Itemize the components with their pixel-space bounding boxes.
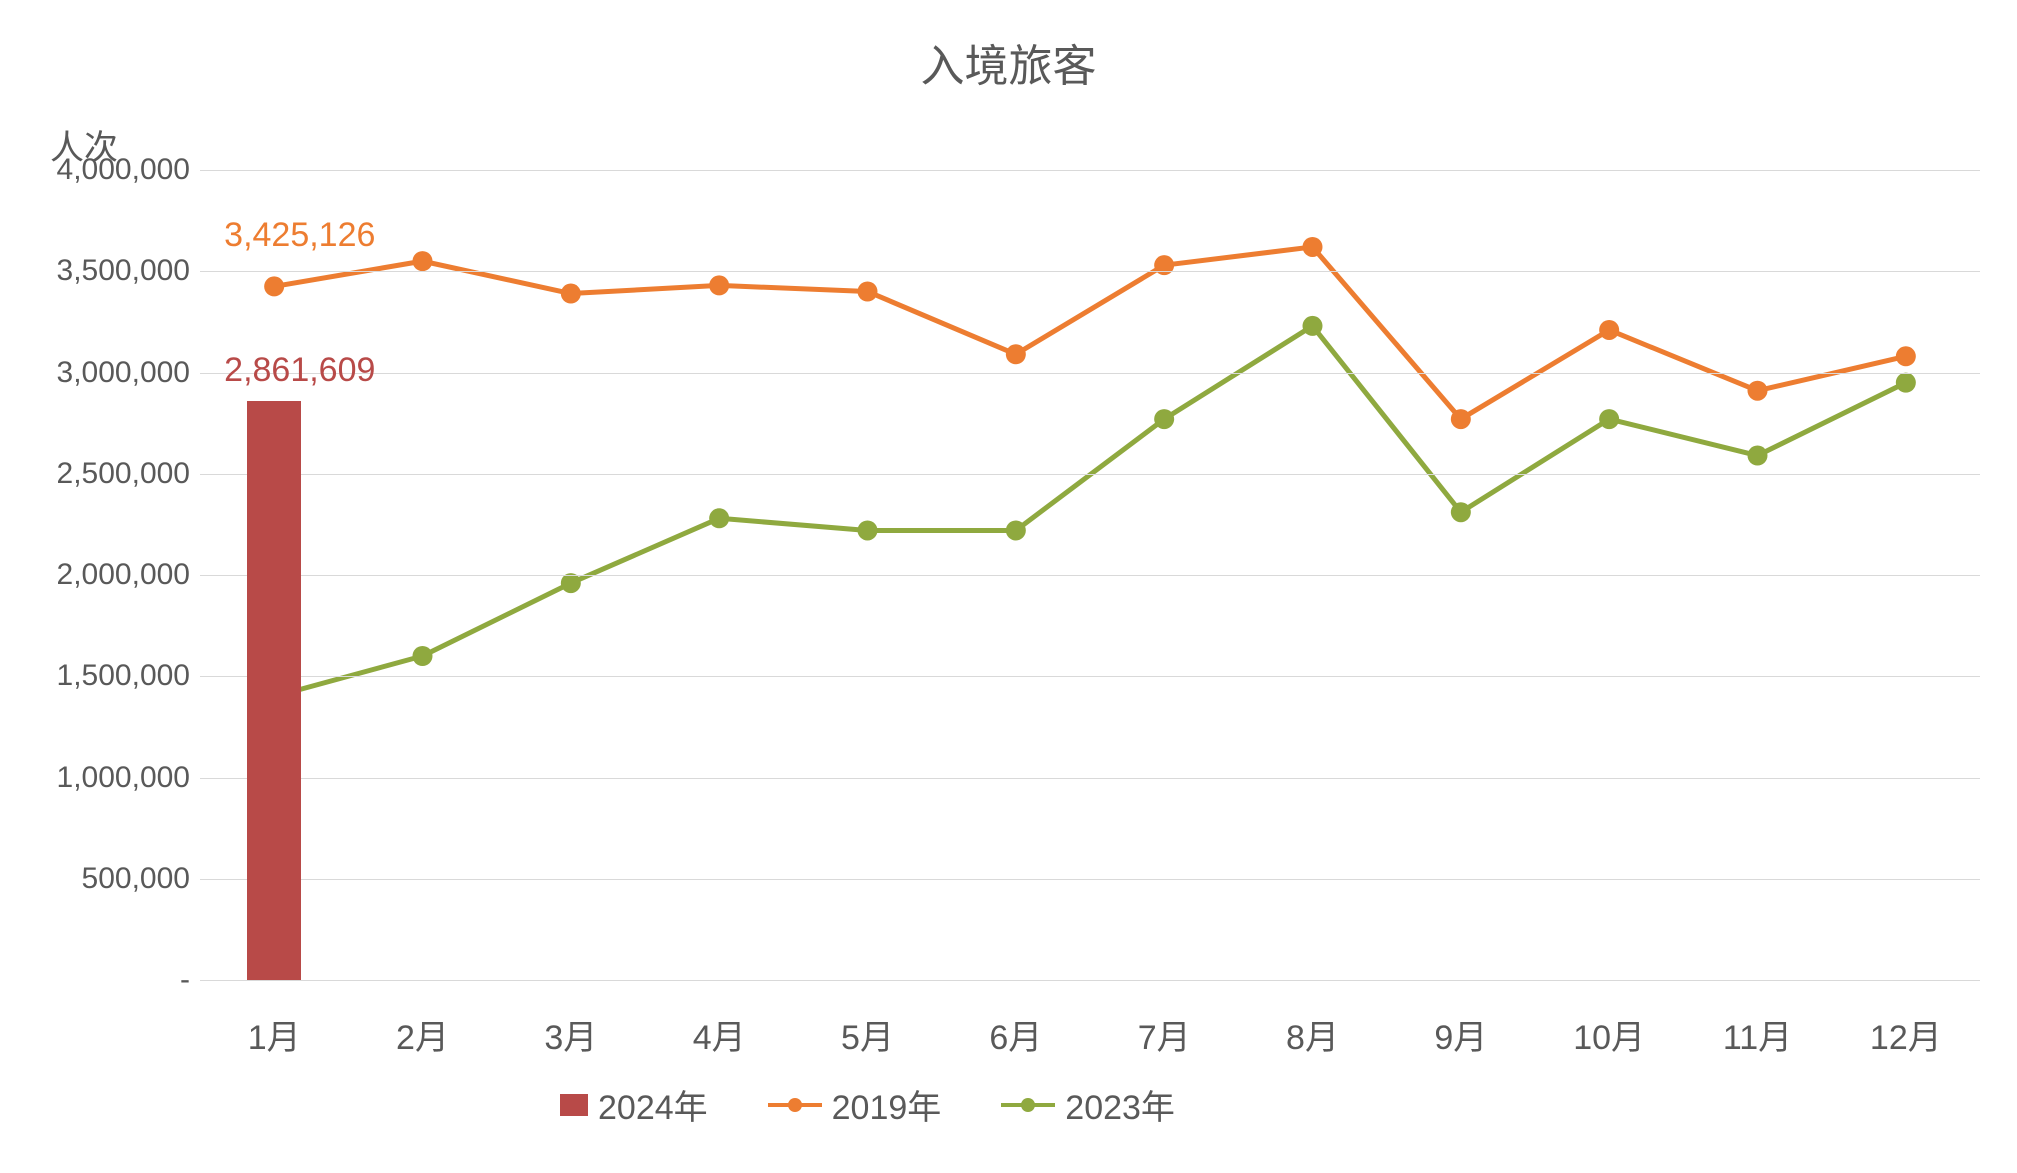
marker-2019: [1748, 381, 1768, 401]
legend-swatch: [1001, 1103, 1055, 1107]
x-tick-label: 10月: [1573, 1010, 1645, 1059]
x-tick-label: 3月: [544, 1010, 597, 1059]
x-tick-label: 6月: [989, 1010, 1042, 1059]
marker-2023: [1006, 520, 1026, 540]
marker-2019: [561, 284, 581, 304]
x-tick-label: 1月: [248, 1010, 301, 1059]
x-tick-label: 2月: [396, 1010, 449, 1059]
chart-container: 入境旅客 人次 2024年2019年2023年 -500,0001,000,00…: [0, 0, 2017, 1173]
marker-2023: [1303, 316, 1323, 336]
legend-label: 2023年: [1065, 1080, 1175, 1129]
x-tick-label: 12月: [1870, 1010, 1942, 1059]
marker-2023: [413, 646, 433, 666]
marker-2023: [1599, 409, 1619, 429]
marker-2023: [561, 573, 581, 593]
line-2023: [274, 326, 1906, 697]
marker-2023: [1748, 446, 1768, 466]
marker-2019: [413, 251, 433, 271]
gridline: [200, 271, 1980, 272]
marker-2019: [1006, 344, 1026, 364]
gridline: [200, 980, 1980, 981]
marker-2023: [1896, 373, 1916, 393]
gridline: [200, 170, 1980, 171]
x-tick-label: 7月: [1138, 1010, 1191, 1059]
gridline: [200, 474, 1980, 475]
marker-2019: [1896, 346, 1916, 366]
plot-area: [200, 170, 1980, 980]
legend-marker: [1021, 1098, 1035, 1112]
x-tick-label: 8月: [1286, 1010, 1339, 1059]
data-label: 2,861,609: [224, 351, 375, 390]
bar-2024: [247, 401, 300, 980]
legend-item-s2024: 2024年: [560, 1080, 708, 1129]
y-tick-label: 3,000,000: [20, 356, 190, 390]
y-tick-label: 1,500,000: [20, 659, 190, 693]
marker-2023: [709, 508, 729, 528]
legend-marker: [788, 1098, 802, 1112]
y-tick-label: 1,000,000: [20, 761, 190, 795]
y-tick-label: -: [20, 963, 190, 997]
gridline: [200, 676, 1980, 677]
gridline: [200, 778, 1980, 779]
marker-2019: [858, 282, 878, 302]
data-label: 3,425,126: [224, 216, 375, 255]
legend-item-s2023: 2023年: [1001, 1080, 1175, 1129]
marker-2019: [264, 276, 284, 296]
gridline: [200, 373, 1980, 374]
legend-swatch: [560, 1094, 588, 1116]
chart-title: 入境旅客: [0, 30, 2017, 94]
marker-2019: [1599, 320, 1619, 340]
gridline: [200, 879, 1980, 880]
y-tick-label: 2,500,000: [20, 457, 190, 491]
legend-label: 2024年: [598, 1080, 708, 1129]
marker-2023: [1154, 409, 1174, 429]
gridline: [200, 575, 1980, 576]
marker-2023: [1451, 502, 1471, 522]
legend-swatch: [768, 1103, 822, 1107]
marker-2019: [1303, 237, 1323, 257]
marker-2023: [858, 520, 878, 540]
x-tick-label: 11月: [1723, 1010, 1792, 1059]
legend: 2024年 2019年 2023年: [560, 1080, 1175, 1129]
y-tick-label: 500,000: [20, 862, 190, 896]
x-tick-label: 4月: [693, 1010, 746, 1059]
x-tick-label: 5月: [841, 1010, 894, 1059]
legend-item-s2019: 2019年: [768, 1080, 942, 1129]
marker-2019: [1451, 409, 1471, 429]
legend-label: 2019年: [832, 1080, 942, 1129]
marker-2019: [709, 275, 729, 295]
y-tick-label: 3,500,000: [20, 254, 190, 288]
y-tick-label: 4,000,000: [20, 153, 190, 187]
y-tick-label: 2,000,000: [20, 558, 190, 592]
x-tick-label: 9月: [1434, 1010, 1487, 1059]
line-2019: [274, 247, 1906, 419]
